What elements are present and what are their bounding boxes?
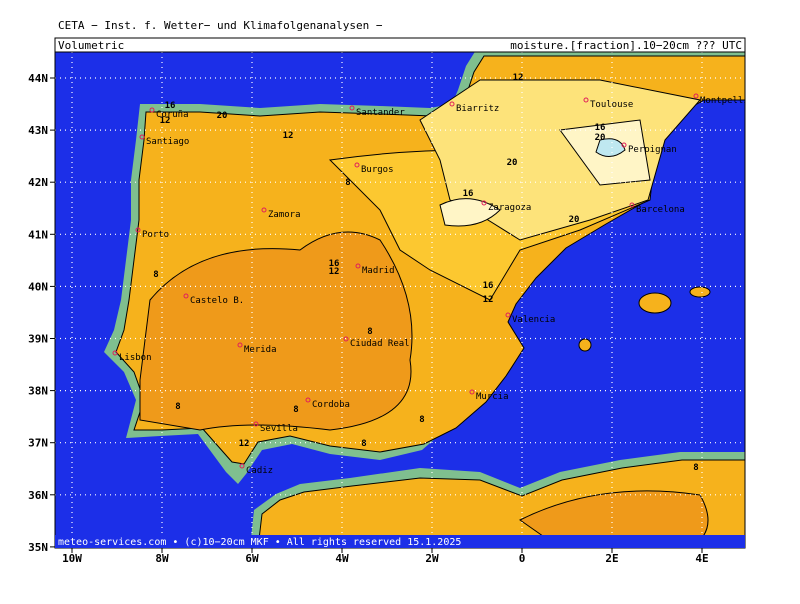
city-marker: [253, 421, 259, 427]
lat-tick-label: 42N: [28, 176, 48, 189]
city-marker: [583, 97, 589, 103]
contour-label: 16: [483, 281, 494, 291]
contour-region-8: [139, 231, 413, 431]
field-label: Volumetric: [58, 39, 124, 52]
contour-region-24: [595, 138, 626, 157]
city-marker: [135, 227, 141, 233]
city-label: Castelo B.: [190, 296, 244, 306]
city-label: Montpellier: [700, 96, 760, 106]
city-label: Sevilla: [260, 424, 298, 434]
city-marker: [261, 207, 267, 213]
contour-label: 12: [483, 295, 494, 305]
lon-tick-label: 10W: [62, 552, 82, 565]
contour-label: 8: [175, 402, 180, 412]
lat-tick-label: 37N: [28, 437, 48, 450]
lon-tick-label: 4E: [695, 552, 708, 565]
city-label: Biarritz: [456, 104, 499, 114]
contour-label: 20: [595, 133, 606, 143]
footer-credit: meteo-services.com • (c)10−20cm MKF • Al…: [58, 537, 461, 548]
city-label: Valencia: [512, 315, 555, 325]
contour-label: 12: [283, 131, 294, 141]
city-label: Perpignan: [628, 145, 677, 155]
lat-tick-label: 39N: [28, 333, 48, 346]
lat-tick-label: 36N: [28, 489, 48, 502]
city-label: Burgos: [361, 165, 394, 175]
city-marker: [481, 200, 487, 206]
city-marker: [349, 105, 355, 111]
contour-label: 16: [595, 123, 606, 133]
contour-label: 8: [345, 178, 350, 188]
contour-label: 20: [507, 158, 518, 168]
contour-label: 16: [329, 259, 340, 269]
contour-label: 16: [165, 101, 176, 111]
contour-label: 8: [693, 463, 698, 473]
city-marker: [183, 293, 189, 299]
city-marker: [343, 336, 349, 342]
city-label: Zaragoza: [488, 203, 531, 213]
lat-tick-label: 44N: [28, 72, 48, 85]
city-label: Merida: [244, 345, 277, 355]
lon-tick-label: 4W: [335, 552, 349, 565]
city-marker: [237, 342, 243, 348]
city-label: Madrid: [362, 266, 395, 276]
city-marker: [355, 263, 361, 269]
lon-tick-label: 2E: [605, 552, 618, 565]
contour-label: 20: [569, 215, 580, 225]
city-label: Lisbon: [119, 353, 152, 363]
city-label: Santander: [356, 108, 405, 118]
contour-label: 8: [367, 327, 372, 337]
lat-tick-label: 38N: [28, 385, 48, 398]
city-label: Murcia: [476, 392, 509, 402]
lon-tick-label: 8W: [155, 552, 169, 565]
lat-tick-label: 40N: [28, 280, 48, 293]
island: [638, 292, 672, 314]
contour-label: 8: [361, 439, 366, 449]
city-label: Ciudad Real: [350, 339, 410, 349]
city-marker: [469, 389, 475, 395]
map-area: Coruña Santander Biarritz Toulouse Montpelli…: [55, 52, 760, 548]
contour-label: 12: [513, 73, 524, 83]
city-label: Santiago: [146, 137, 189, 147]
variable-label: moisture.[fraction].10−20cm ??? UTC: [510, 39, 742, 52]
city-marker: [449, 101, 455, 107]
lon-tick-label: 6W: [245, 552, 259, 565]
city-label: Zamora: [268, 210, 301, 220]
city-label: Barcelona: [636, 205, 685, 215]
footer-bar: [55, 535, 745, 548]
city-marker: [305, 397, 311, 403]
city-label: Toulouse: [590, 100, 633, 110]
lat-tick-label: 43N: [28, 124, 48, 137]
city-marker: [112, 350, 118, 356]
city-marker: [629, 202, 635, 208]
contour-region-16: [419, 79, 701, 241]
contour-label: 16: [463, 189, 474, 199]
lon-tick-label: 2W: [425, 552, 439, 565]
contour-label: 8: [419, 415, 424, 425]
city-label: Porto: [142, 230, 169, 240]
city-marker: [354, 162, 360, 168]
city-marker: [621, 142, 627, 148]
lat-tick-label: 41N: [28, 228, 48, 241]
contour-label: 12: [329, 267, 340, 277]
lat-tick-label: 35N: [28, 541, 48, 554]
city-label: Coruña: [156, 110, 189, 120]
header-title: CETA − Inst. f. Wetter− und Klimafolgena…: [58, 19, 383, 32]
city-marker: [505, 312, 511, 318]
contour-label: 8: [153, 270, 158, 280]
city-marker: [693, 93, 699, 99]
island: [689, 286, 711, 298]
city-label: Cordoba: [312, 400, 350, 410]
lon-tick-label: 0: [519, 552, 526, 565]
contour-label: 8: [293, 405, 298, 415]
contour-label: 12: [239, 439, 250, 449]
city-marker: [239, 463, 245, 469]
city-marker: [149, 107, 155, 113]
city-marker: [139, 134, 145, 140]
island: [578, 338, 592, 352]
contour-label: 12: [160, 116, 171, 126]
contour-label: 20: [217, 111, 228, 121]
city-label: Cadiz: [246, 466, 273, 476]
